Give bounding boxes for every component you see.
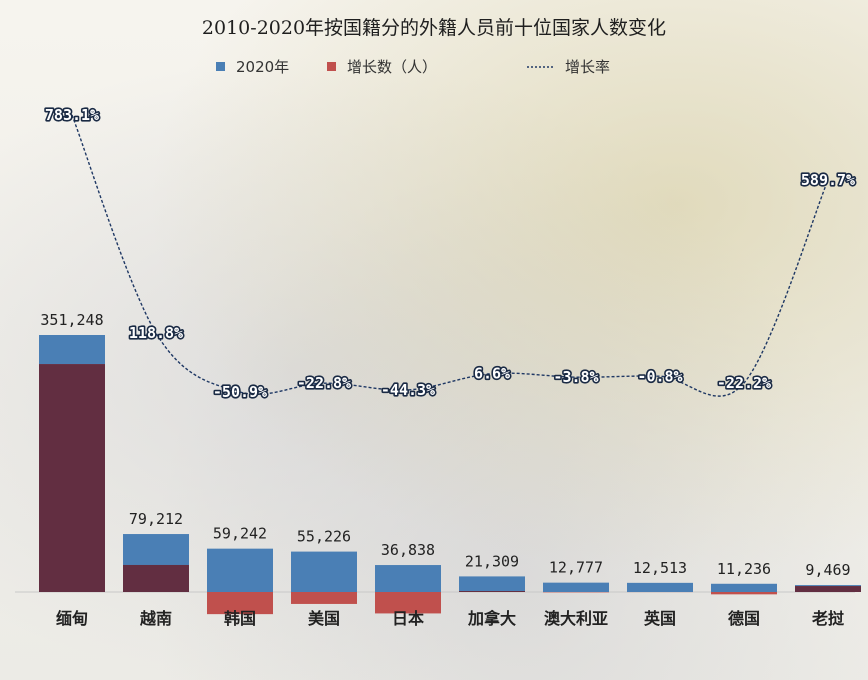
bars-layer xyxy=(39,335,861,615)
category-label-8: 德国 xyxy=(728,609,760,628)
category-label-4: 日本 xyxy=(392,609,424,628)
category-label-1: 越南 xyxy=(139,609,172,628)
legend-label-2020: 2020年 xyxy=(236,58,289,76)
value-label-7: 12,513 xyxy=(633,559,687,577)
bar-growth-4 xyxy=(375,592,441,614)
value-label-2: 59,242 xyxy=(213,525,267,543)
category-label-2: 韩国 xyxy=(224,609,256,628)
category-label-9: 老挝 xyxy=(811,609,845,628)
bar-growth-8 xyxy=(711,592,777,595)
value-label-4: 36,838 xyxy=(381,541,435,559)
legend-swatch-growth xyxy=(327,62,336,71)
category-label-3: 美国 xyxy=(308,609,340,628)
category-label-5: 加拿大 xyxy=(467,609,516,628)
rate-label-7: -0.8% xyxy=(637,367,682,385)
legend-label-growth: 增长数（人） xyxy=(347,58,437,76)
legend-label-rate: 增长率 xyxy=(565,58,610,76)
value-label-5: 21,309 xyxy=(465,552,519,570)
rate-label-1: 118.8% xyxy=(129,324,183,342)
rate-label-5: 6.6% xyxy=(474,365,510,383)
legend-swatch-2020 xyxy=(216,62,225,71)
rate-label-4: -44.3% xyxy=(381,381,435,399)
value-label-1: 79,212 xyxy=(129,510,183,528)
bar-2020-5 xyxy=(459,576,525,592)
value-label-0: 351,248 xyxy=(40,311,103,329)
value-label-3: 55,226 xyxy=(297,528,351,546)
bar-growth-2 xyxy=(207,592,273,615)
bar-2020-7 xyxy=(627,582,693,592)
bar-overlap-5 xyxy=(459,591,525,592)
rate-label-8: -22.2% xyxy=(717,374,771,392)
labels-layer: 351,248 缅甸 79,212 越南 59,242 韩国 55,226 美国 36,838 日… xyxy=(40,104,856,628)
value-label-8: 11,236 xyxy=(717,560,771,578)
category-label-0: 缅甸 xyxy=(56,609,88,628)
legend: 2020年 增长数（人） 增长率 xyxy=(216,58,610,76)
rate-line xyxy=(71,114,829,397)
rate-label-9: 589.7% xyxy=(801,171,855,189)
chart-title: 2010-2020年按国籍分的外籍人员前十位国家人数变化 xyxy=(202,17,666,39)
rate-label-6: -3.8% xyxy=(553,368,598,386)
category-label-6: 澳大利亚 xyxy=(544,609,608,628)
rate-line-layer xyxy=(71,114,829,397)
bar-overlap-0 xyxy=(39,364,105,592)
bar-2020-6 xyxy=(543,582,609,592)
value-label-6: 12,777 xyxy=(549,559,603,577)
rate-label-2: -50.9% xyxy=(213,383,267,401)
bar-2020-3 xyxy=(291,551,357,592)
rate-label-0: 783.1% xyxy=(45,106,99,124)
value-label-9: 9,469 xyxy=(805,561,850,579)
bar-2020-2 xyxy=(207,548,273,592)
bar-overlap-1 xyxy=(123,564,189,592)
bar-growth-3 xyxy=(291,592,357,604)
bar-overlap-9 xyxy=(795,586,861,592)
rate-label-3: -22.8% xyxy=(297,374,351,392)
category-label-7: 英国 xyxy=(643,609,676,628)
bar-2020-4 xyxy=(375,565,441,592)
bar-2020-8 xyxy=(711,583,777,592)
